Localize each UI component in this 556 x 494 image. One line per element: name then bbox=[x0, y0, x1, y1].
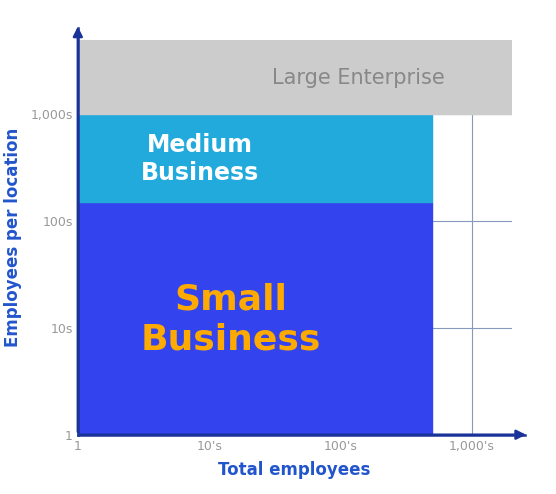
X-axis label: Total employees: Total employees bbox=[219, 461, 371, 479]
Y-axis label: Employees per location: Employees per location bbox=[4, 127, 22, 347]
Text: Medium
Business: Medium Business bbox=[141, 133, 259, 185]
Text: Small
Business: Small Business bbox=[141, 283, 321, 356]
Text: Large Enterprise: Large Enterprise bbox=[272, 68, 445, 87]
Bar bbox=[78, 202, 433, 435]
Bar bbox=[78, 40, 512, 114]
Bar bbox=[78, 114, 433, 202]
